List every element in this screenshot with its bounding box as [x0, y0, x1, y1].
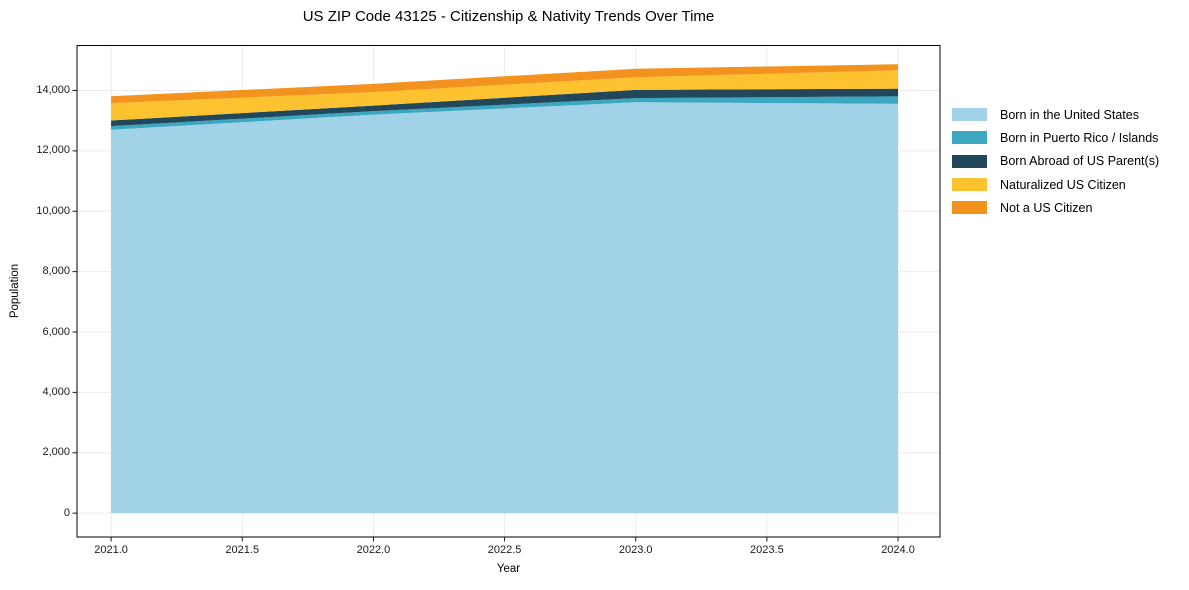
legend-swatch-born-us [952, 108, 987, 122]
legend-label: Born Abroad of US Parent(s) [1000, 154, 1160, 169]
y-tick-label: 8,000 [42, 265, 70, 278]
legend-swatch-not-citizen [952, 201, 987, 215]
x-axis-label: Year [496, 563, 521, 575]
y-axis-label: Population [9, 263, 21, 319]
x-tick-label: 2023.5 [750, 544, 784, 556]
x-tick-label: 2022.5 [487, 544, 522, 556]
legend-item: Not a US Citizen [952, 196, 1159, 219]
legend-swatch-naturalized [952, 178, 987, 192]
chart-title: US ZIP Code 43125 - Citizenship & Nativi… [302, 8, 715, 25]
legend-item: Born Abroad of US Parent(s) [952, 150, 1159, 173]
legend-label: Naturalized US Citizen [1000, 177, 1126, 192]
y-tick-label: 10,000 [36, 204, 70, 217]
legend-item: Born in Puerto Rico / Islands [952, 126, 1159, 149]
legend-swatch-born-abroad [952, 154, 987, 168]
y-tick-label: 6,000 [42, 325, 70, 338]
y-tick-label: 4,000 [42, 385, 70, 398]
legend-label: Not a US Citizen [1000, 200, 1093, 215]
y-tick-label: 14,000 [36, 83, 70, 96]
area-series-3 [111, 70, 899, 121]
y-tick-label: 2,000 [42, 446, 70, 459]
area-series-0 [111, 102, 899, 514]
y-tick-label: 12,000 [36, 144, 70, 157]
x-tick-label: 2022.0 [356, 544, 391, 556]
legend-label: Born in the United States [1000, 107, 1139, 122]
y-tick-label: 0 [63, 506, 70, 519]
legend-item: Naturalized US Citizen [952, 173, 1159, 196]
plot-border [76, 45, 941, 538]
legend: Born in the United States Born in Puerto… [952, 103, 1159, 219]
x-tick-label: 2021.5 [225, 544, 260, 556]
area-series-4 [111, 64, 899, 104]
x-tick-label: 2021.0 [94, 544, 128, 556]
legend-label: Born in Puerto Rico / Islands [1000, 130, 1159, 145]
x-tick-label: 2023.0 [618, 544, 653, 556]
area-series-2 [111, 88, 899, 127]
legend-swatch-puerto-rico [952, 131, 987, 145]
x-tick-label: 2024.0 [881, 544, 915, 556]
area-series-1 [111, 96, 899, 130]
legend-item: Born in the United States [952, 103, 1159, 126]
